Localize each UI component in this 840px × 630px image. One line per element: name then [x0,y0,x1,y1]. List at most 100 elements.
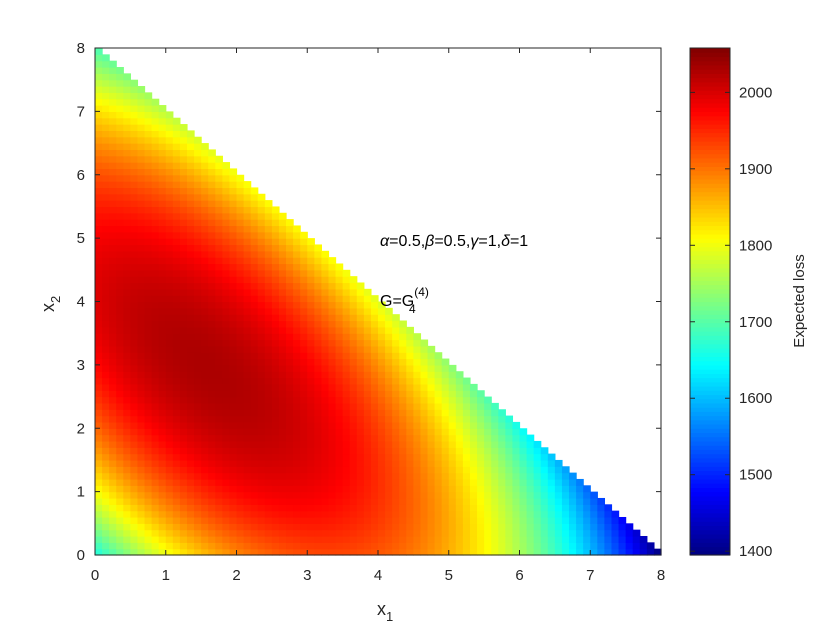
heatmap-cell [399,396,407,404]
x-tick-label: 5 [445,567,453,584]
heatmap-cell [130,371,139,379]
heatmap-cell [215,409,223,417]
heatmap-cell [293,244,301,252]
heatmap-cell [328,352,337,360]
heatmap-cell [179,459,188,467]
heatmap-cell [455,434,464,442]
heatmap-cell [625,535,634,543]
heatmap-cell [179,345,188,353]
heatmap-cell [314,542,322,550]
heatmap-cell [611,535,620,543]
heatmap-cell [356,390,365,398]
heatmap-cell [229,352,238,360]
heatmap-cell [378,390,386,398]
heatmap-cell [229,295,238,303]
heatmap-cell [172,187,181,195]
heatmap-cell [95,86,103,93]
heatmap-cell [392,459,400,467]
heatmap-cell [236,326,245,334]
heatmap-cell [406,364,414,372]
heatmap-cell [144,301,153,309]
heatmap-cell [420,434,429,442]
heatmap-cell [328,504,337,512]
heatmap-cell [342,523,351,531]
heatmap-cell [434,358,443,366]
heatmap-cell [158,193,167,201]
heatmap-cell [116,307,124,315]
heatmap-cell [130,200,139,208]
heatmap-cell [278,447,287,455]
heatmap-cell [611,529,620,537]
heatmap-cell [569,516,577,524]
heatmap-cell [250,345,259,353]
heatmap-cell [406,447,414,455]
heatmap-cell [342,409,351,417]
heatmap-cell [95,155,103,163]
heatmap-cell [186,485,195,493]
heatmap-cell [257,440,266,448]
heatmap-cell [399,352,407,360]
heatmap-cell [547,535,556,543]
heatmap-cell [130,535,139,543]
heatmap-cell [385,478,393,486]
heatmap-cell [462,504,471,512]
heatmap-cell [335,345,344,353]
heatmap-cell [130,98,139,106]
heatmap-cell [201,453,209,461]
heatmap-cell [222,529,231,537]
heatmap-cell [385,377,393,385]
heatmap-cell [102,200,110,208]
heatmap-cell [385,415,393,423]
heatmap-cell [286,219,294,227]
heatmap-cell [236,231,245,239]
heatmap-cell [286,345,294,353]
heatmap-cell [271,466,280,474]
heatmap-cell [611,516,620,524]
heatmap-cell [604,510,613,518]
heatmap-cell [434,548,443,556]
heatmap-cell [293,478,301,486]
heatmap-cell [172,136,181,144]
heatmap-cell [434,478,443,486]
heatmap-cell [378,542,386,550]
heatmap-cell [653,548,662,556]
heatmap-cell [286,301,294,309]
heatmap-cell [271,478,280,486]
heatmap-cell [165,421,174,429]
heatmap-cell [222,225,231,233]
heatmap-cell [158,542,167,550]
heatmap-cell [293,485,301,493]
heatmap-cell [540,491,549,499]
heatmap-cell [264,314,273,322]
heatmap-cell [356,377,365,385]
heatmap-cell [116,288,124,296]
heatmap-cell [201,295,209,303]
heatmap-cell [137,459,146,467]
heatmap-cell [165,516,174,524]
heatmap-cell [498,529,506,537]
heatmap-cell [399,466,407,474]
heatmap-cell [342,434,351,442]
heatmap-cell [109,257,117,265]
heatmap-cell [420,409,429,417]
heatmap-cell [158,130,167,138]
heatmap-cell [109,79,117,87]
heatmap-cell [165,111,174,119]
heatmap-cell [215,434,223,442]
heatmap-cell [321,276,330,284]
heatmap-cell [286,491,294,499]
heatmap-cell [420,497,429,505]
heatmap-cell [186,415,195,423]
heatmap-cell [491,453,499,461]
heatmap-cell [413,333,422,341]
heatmap-cell [165,396,174,404]
heatmap-cell [526,459,535,467]
heatmap-cell [208,383,216,391]
heatmap-cell [137,225,146,233]
heatmap-cell [215,326,223,334]
heatmap-cell [95,149,103,157]
heatmap-cell [278,478,287,486]
heatmap-cell [314,307,322,315]
heatmap-cell [300,466,308,474]
heatmap-cell [349,402,358,410]
